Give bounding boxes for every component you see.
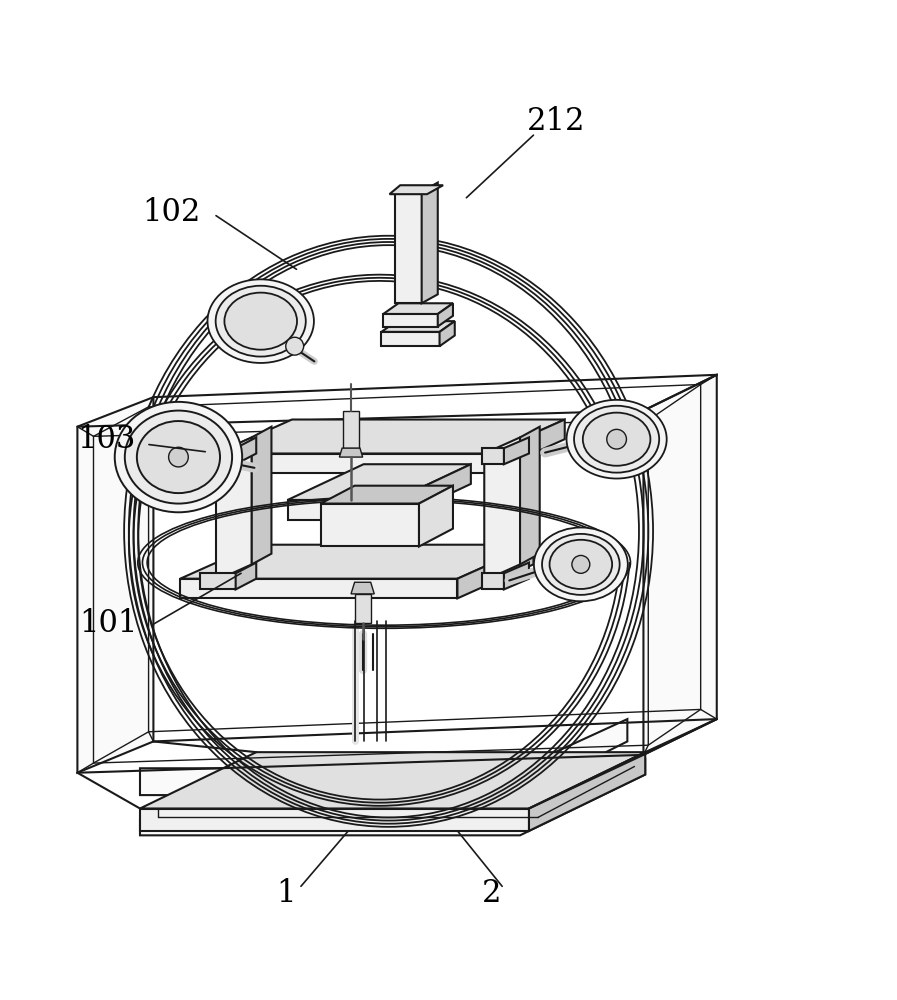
Polygon shape: [438, 303, 453, 327]
Polygon shape: [140, 759, 645, 835]
Ellipse shape: [207, 279, 314, 363]
Polygon shape: [236, 563, 257, 589]
Polygon shape: [216, 454, 489, 473]
Polygon shape: [320, 504, 419, 546]
Polygon shape: [383, 314, 438, 327]
Ellipse shape: [567, 400, 666, 479]
Polygon shape: [180, 545, 534, 579]
Polygon shape: [320, 486, 453, 504]
Ellipse shape: [169, 447, 188, 467]
Ellipse shape: [215, 286, 306, 357]
Polygon shape: [200, 448, 236, 464]
Polygon shape: [339, 448, 362, 457]
Polygon shape: [483, 573, 504, 589]
Ellipse shape: [542, 534, 620, 595]
Polygon shape: [140, 719, 627, 795]
Polygon shape: [395, 191, 422, 303]
Polygon shape: [216, 420, 565, 454]
Polygon shape: [77, 397, 153, 773]
Polygon shape: [483, 448, 504, 464]
Polygon shape: [354, 594, 370, 623]
Polygon shape: [288, 464, 471, 500]
Polygon shape: [180, 579, 457, 598]
Text: 101: 101: [80, 608, 138, 639]
Text: 103: 103: [78, 424, 136, 455]
Polygon shape: [422, 183, 438, 303]
Ellipse shape: [137, 421, 220, 493]
Text: 212: 212: [527, 106, 585, 137]
Text: 102: 102: [142, 197, 200, 228]
Polygon shape: [484, 437, 520, 580]
Ellipse shape: [606, 429, 626, 449]
Ellipse shape: [534, 527, 628, 601]
Polygon shape: [529, 752, 645, 831]
Polygon shape: [643, 375, 717, 755]
Polygon shape: [520, 427, 540, 564]
Polygon shape: [389, 185, 443, 194]
Ellipse shape: [572, 555, 590, 573]
Ellipse shape: [583, 413, 650, 466]
Ellipse shape: [550, 540, 612, 589]
Polygon shape: [288, 500, 395, 520]
Polygon shape: [383, 303, 453, 314]
Text: 2: 2: [482, 878, 501, 909]
Polygon shape: [140, 809, 529, 831]
Polygon shape: [351, 582, 374, 594]
Polygon shape: [252, 427, 272, 564]
Polygon shape: [343, 411, 359, 448]
Polygon shape: [395, 464, 471, 520]
Polygon shape: [440, 321, 455, 346]
Polygon shape: [504, 563, 529, 589]
Polygon shape: [381, 321, 455, 332]
Polygon shape: [504, 437, 529, 464]
Ellipse shape: [224, 293, 297, 350]
Polygon shape: [236, 437, 257, 464]
Polygon shape: [216, 437, 252, 580]
Polygon shape: [419, 486, 453, 546]
Polygon shape: [140, 752, 645, 809]
Polygon shape: [200, 573, 236, 589]
Polygon shape: [381, 332, 440, 346]
Ellipse shape: [574, 406, 659, 473]
Polygon shape: [489, 420, 565, 473]
Polygon shape: [457, 545, 534, 598]
Ellipse shape: [286, 337, 304, 355]
Ellipse shape: [115, 402, 242, 512]
Ellipse shape: [125, 411, 232, 504]
Text: 1: 1: [276, 878, 295, 909]
